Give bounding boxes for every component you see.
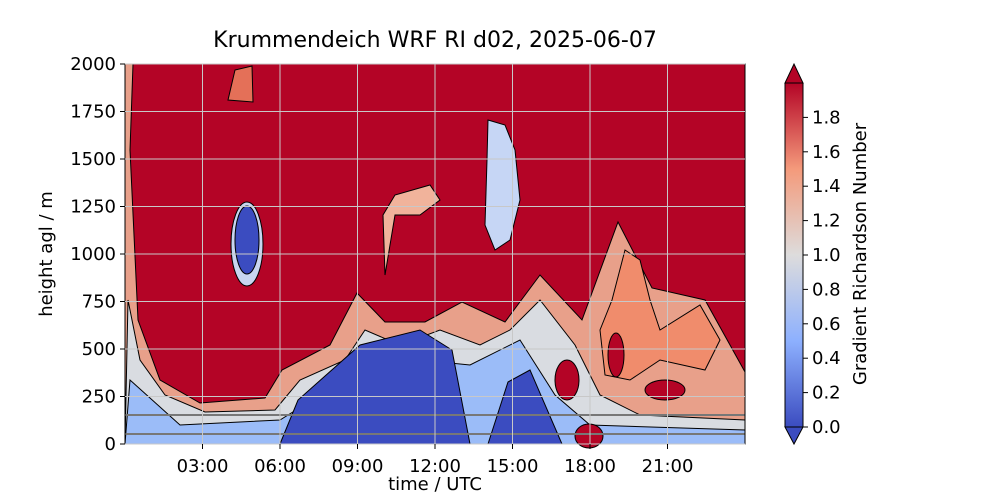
colorbar (785, 83, 803, 427)
contour-band (554, 359, 580, 401)
contour-band (607, 332, 625, 378)
contour-band (644, 379, 686, 401)
y-tick-label: 1750 (70, 102, 116, 123)
colorbar-tick-label: 0.0 (812, 417, 841, 438)
x-axis-label: time / UTC (388, 474, 482, 495)
y-tick-label: 2000 (70, 54, 116, 75)
x-tick-label: 09:00 (332, 456, 384, 477)
x-tick-label: 21:00 (642, 456, 694, 477)
contour-band (574, 423, 604, 449)
x-tick-label: 06:00 (254, 456, 306, 477)
colorbar-tick-label: 1.4 (812, 176, 841, 197)
x-tick-label: 03:00 (177, 456, 229, 477)
y-axis-label: height agl / m (36, 191, 57, 317)
colorbar-tick-label: 0.4 (812, 348, 841, 369)
y-tick-label: 250 (82, 387, 116, 408)
chart-title: Krummendeich WRF RI d02, 2025-06-07 (213, 28, 657, 53)
contour-band (599, 249, 721, 381)
contour-band (382, 184, 441, 276)
y-tick-label: 500 (82, 339, 116, 360)
colorbar-tick-label: 1.0 (812, 245, 841, 266)
contour-band (484, 119, 521, 251)
colorbar-tick-label: 1.8 (812, 107, 841, 128)
y-tick-label: 1000 (70, 244, 116, 265)
colorbar-tick-label: 0.8 (812, 279, 841, 300)
x-tick-label: 18:00 (564, 456, 616, 477)
colorbar-tick-label: 0.6 (812, 314, 841, 335)
contour-band (227, 65, 254, 103)
y-tick-label: 750 (82, 292, 116, 313)
colorbar-extend-high (784, 62, 804, 84)
y-tick-label: 0 (105, 434, 116, 455)
y-tick-label: 1500 (70, 149, 116, 170)
colorbar-extend-low (784, 426, 804, 446)
x-tick-label: 12:00 (409, 456, 461, 477)
y-tick-label: 1250 (70, 197, 116, 218)
colorbar-tick-label: 0.2 (812, 383, 841, 404)
x-tick-label: 15:00 (487, 456, 539, 477)
contour-band (234, 205, 260, 275)
colorbar-tick-label: 1.2 (812, 211, 841, 232)
colorbar-tick-label: 1.6 (812, 142, 841, 163)
colorbar-label: Gradient Richardson Number (850, 122, 871, 385)
